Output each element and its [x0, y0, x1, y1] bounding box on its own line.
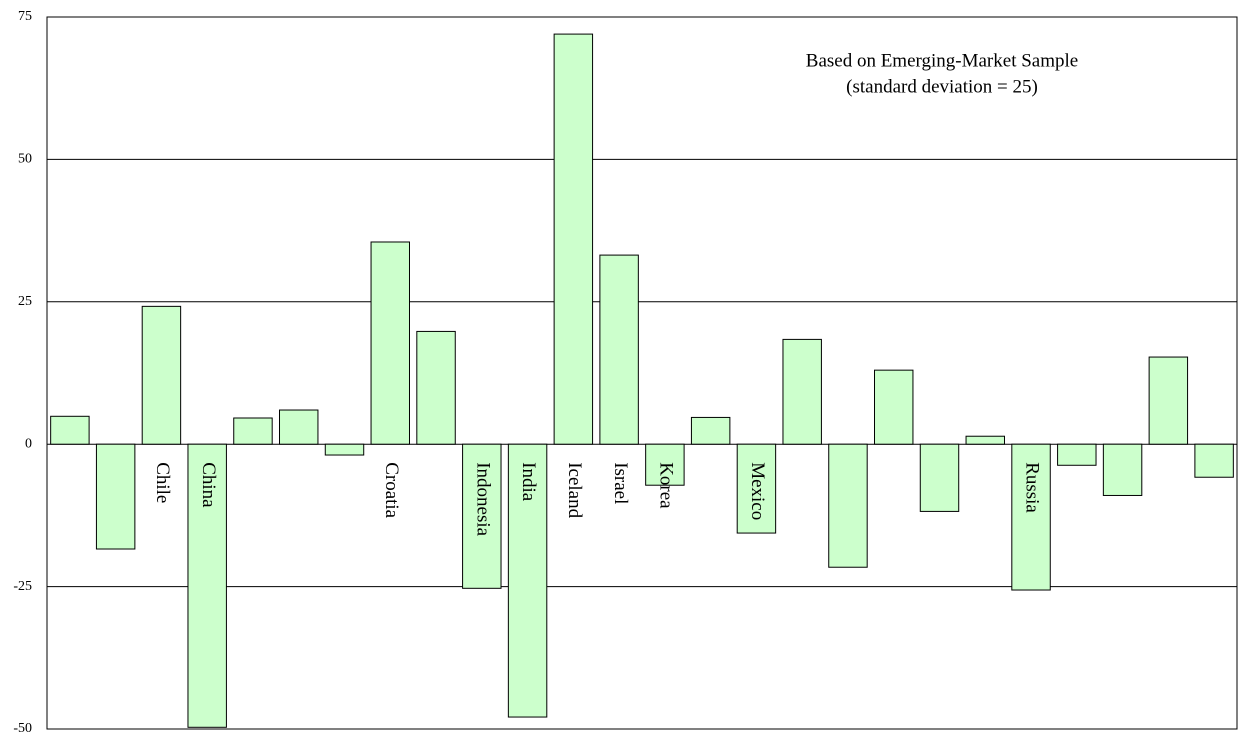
x-tick-label: Russia: [1022, 462, 1043, 513]
x-tick-label: Croatia: [381, 462, 402, 518]
bar: [507, 443, 548, 718]
y-tick-label: 0: [25, 436, 32, 451]
bar: [50, 415, 90, 445]
bar: [599, 254, 639, 445]
bar: [874, 369, 914, 445]
x-tick-label: Korea: [656, 462, 677, 509]
bar: [1102, 443, 1143, 496]
bar: [828, 443, 868, 568]
bar: [95, 443, 136, 550]
bar: [141, 305, 182, 445]
y-tick-label: -25: [13, 579, 32, 594]
annotation: Based on Emerging-Market Sample: [806, 50, 1078, 71]
bar: [416, 330, 456, 445]
bar: [1011, 443, 1051, 591]
x-tick-label: India: [518, 462, 539, 502]
bar: [462, 443, 502, 589]
annotation: (standard deviation = 25): [846, 76, 1038, 97]
y-tick-label: 50: [18, 152, 32, 167]
bar: [965, 435, 1005, 445]
bar: [1057, 443, 1097, 466]
bar: [553, 33, 594, 445]
y-tick-label: -50: [13, 721, 32, 736]
bar: [279, 409, 319, 445]
x-tick-label: Iceland: [564, 462, 585, 518]
bar: [233, 417, 273, 445]
bar: [187, 443, 227, 728]
bar: [370, 241, 410, 445]
bar: [690, 416, 731, 445]
bar: [919, 443, 960, 512]
bar: [324, 443, 365, 456]
bar: [645, 443, 685, 486]
y-tick-label: 75: [18, 9, 32, 24]
x-tick-label: Indonesia: [472, 462, 493, 536]
bar: [736, 443, 777, 534]
x-tick-label: Israel: [610, 462, 631, 504]
y-tick-label: 25: [18, 294, 32, 309]
x-tick-label: Chile: [152, 462, 173, 503]
bar: [1194, 443, 1234, 478]
x-tick-label: Mexico: [747, 462, 768, 520]
bar: [1148, 356, 1189, 445]
x-tick-label: China: [198, 462, 219, 508]
bar: [782, 338, 822, 445]
